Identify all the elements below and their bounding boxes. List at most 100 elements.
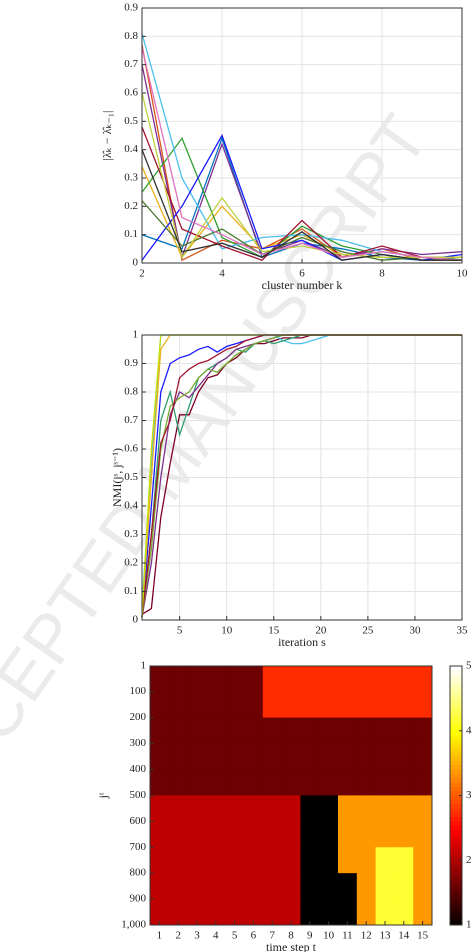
heat-cell: [338, 821, 358, 848]
heat-cell: [319, 665, 339, 693]
x-tick-label: 10: [323, 930, 335, 942]
x-axis-label: time step t: [266, 940, 317, 952]
x-tick-label: 25: [362, 625, 374, 637]
heat-cell: [225, 821, 245, 848]
heat-cell: [168, 717, 189, 745]
colorbar-label: 3: [466, 789, 472, 801]
colorbar-step: [450, 851, 462, 857]
heat-cell: [244, 691, 264, 719]
colorbar-step: [450, 890, 462, 896]
colorbar-step: [450, 670, 462, 676]
heat-cell: [150, 821, 170, 848]
y-tick-label: 0.9: [124, 2, 138, 14]
heat-cell: [187, 691, 207, 719]
series-line: [141, 47, 463, 261]
heat-cell: [394, 769, 414, 796]
heat-cell: [300, 821, 320, 848]
heat-cell: [338, 873, 358, 900]
heat-cell: [187, 821, 207, 848]
y-axis-label: NMI(jˢ, jˢ⁻¹): [110, 448, 124, 507]
heat-cell: [150, 743, 170, 770]
heat-cell: [262, 899, 283, 926]
colorbar-step: [450, 717, 462, 723]
heat-cell: [300, 795, 320, 822]
heat-cell: [300, 873, 320, 900]
heat-cell: [187, 743, 207, 770]
colorbar-step: [450, 696, 462, 702]
heat-cell: [168, 873, 189, 900]
heat-cell: [413, 847, 433, 874]
heat-cell: [262, 665, 283, 693]
x-tick-label: 7: [269, 930, 275, 942]
heat-cell: [187, 899, 207, 926]
heat-cell: [187, 795, 207, 822]
x-tick-label: 2: [175, 930, 181, 942]
colorbar-step: [450, 739, 462, 745]
heat-cell: [262, 717, 283, 745]
y-tick-label: 0.8: [124, 386, 138, 398]
heat-cell: [225, 717, 245, 745]
heat-cell: [206, 743, 226, 770]
heat-cell: [187, 873, 207, 900]
heat-cell: [319, 717, 339, 745]
y-tick-label: 700: [130, 841, 147, 853]
heat-cell: [281, 717, 301, 745]
heat-cell: [300, 769, 320, 796]
y-tick-label: 0: [133, 257, 139, 269]
heat-cell: [319, 847, 339, 874]
colorbar-label: 2: [466, 854, 472, 866]
heat-cell: [225, 691, 245, 719]
heat-cell: [375, 665, 395, 693]
heat-cell: [187, 847, 207, 874]
x-tick-label: 10: [457, 268, 469, 280]
y-tick-label: 0.5: [124, 115, 138, 127]
heat-cell: [244, 899, 264, 926]
x-tick-label: 35: [457, 625, 469, 637]
y-tick-label: 1: [141, 660, 147, 672]
x-tick-label: 2: [139, 268, 145, 280]
heat-cell: [168, 847, 189, 874]
heat-cell: [168, 899, 189, 926]
heat-cell: [262, 821, 283, 848]
series-line: [141, 44, 462, 262]
heat-cell: [375, 717, 395, 745]
heat-cell: [356, 717, 377, 745]
heat-cell: [319, 899, 339, 926]
heat-cell: [356, 821, 377, 848]
heat-cell: [281, 769, 301, 796]
colorbar-step: [450, 743, 462, 749]
heat-cell: [413, 691, 433, 719]
heat-cell: [281, 847, 301, 874]
colorbar-step: [450, 886, 462, 891]
heat-cell: [225, 795, 245, 822]
heat-cell: [150, 717, 170, 745]
y-tick-label: 0.7: [124, 414, 138, 426]
heat-cell: [187, 665, 207, 693]
colorbar-step: [450, 842, 462, 848]
colorbar-step: [450, 855, 462, 861]
x-tick-label: 30: [409, 625, 421, 637]
colorbar-step: [450, 709, 462, 714]
x-axis-label: cluster number k: [262, 278, 343, 292]
x-tick-label: 9: [307, 930, 313, 942]
colorbar-label: 5: [466, 660, 472, 672]
heat-cell: [300, 717, 320, 745]
x-tick-label: 6: [299, 268, 305, 280]
heat-cell: [394, 665, 414, 693]
heat-cell: [281, 665, 301, 693]
y-tick-label: 100: [130, 685, 147, 697]
heat-cell: [338, 717, 358, 745]
colorbar-step: [450, 678, 462, 684]
colorbar-step: [450, 907, 462, 913]
heat-cell: [375, 691, 395, 719]
heat-cell: [262, 743, 283, 770]
heat-cell: [338, 665, 358, 693]
heat-cell: [300, 899, 320, 926]
heat-cell: [413, 821, 433, 848]
heat-cell: [413, 743, 433, 770]
y-axis-label: jᵗ: [96, 792, 110, 799]
x-tick-label: 11: [342, 930, 353, 942]
y-tick-label: 0.7: [124, 58, 138, 70]
heat-cell: [168, 691, 189, 719]
colorbar-step: [450, 799, 462, 805]
